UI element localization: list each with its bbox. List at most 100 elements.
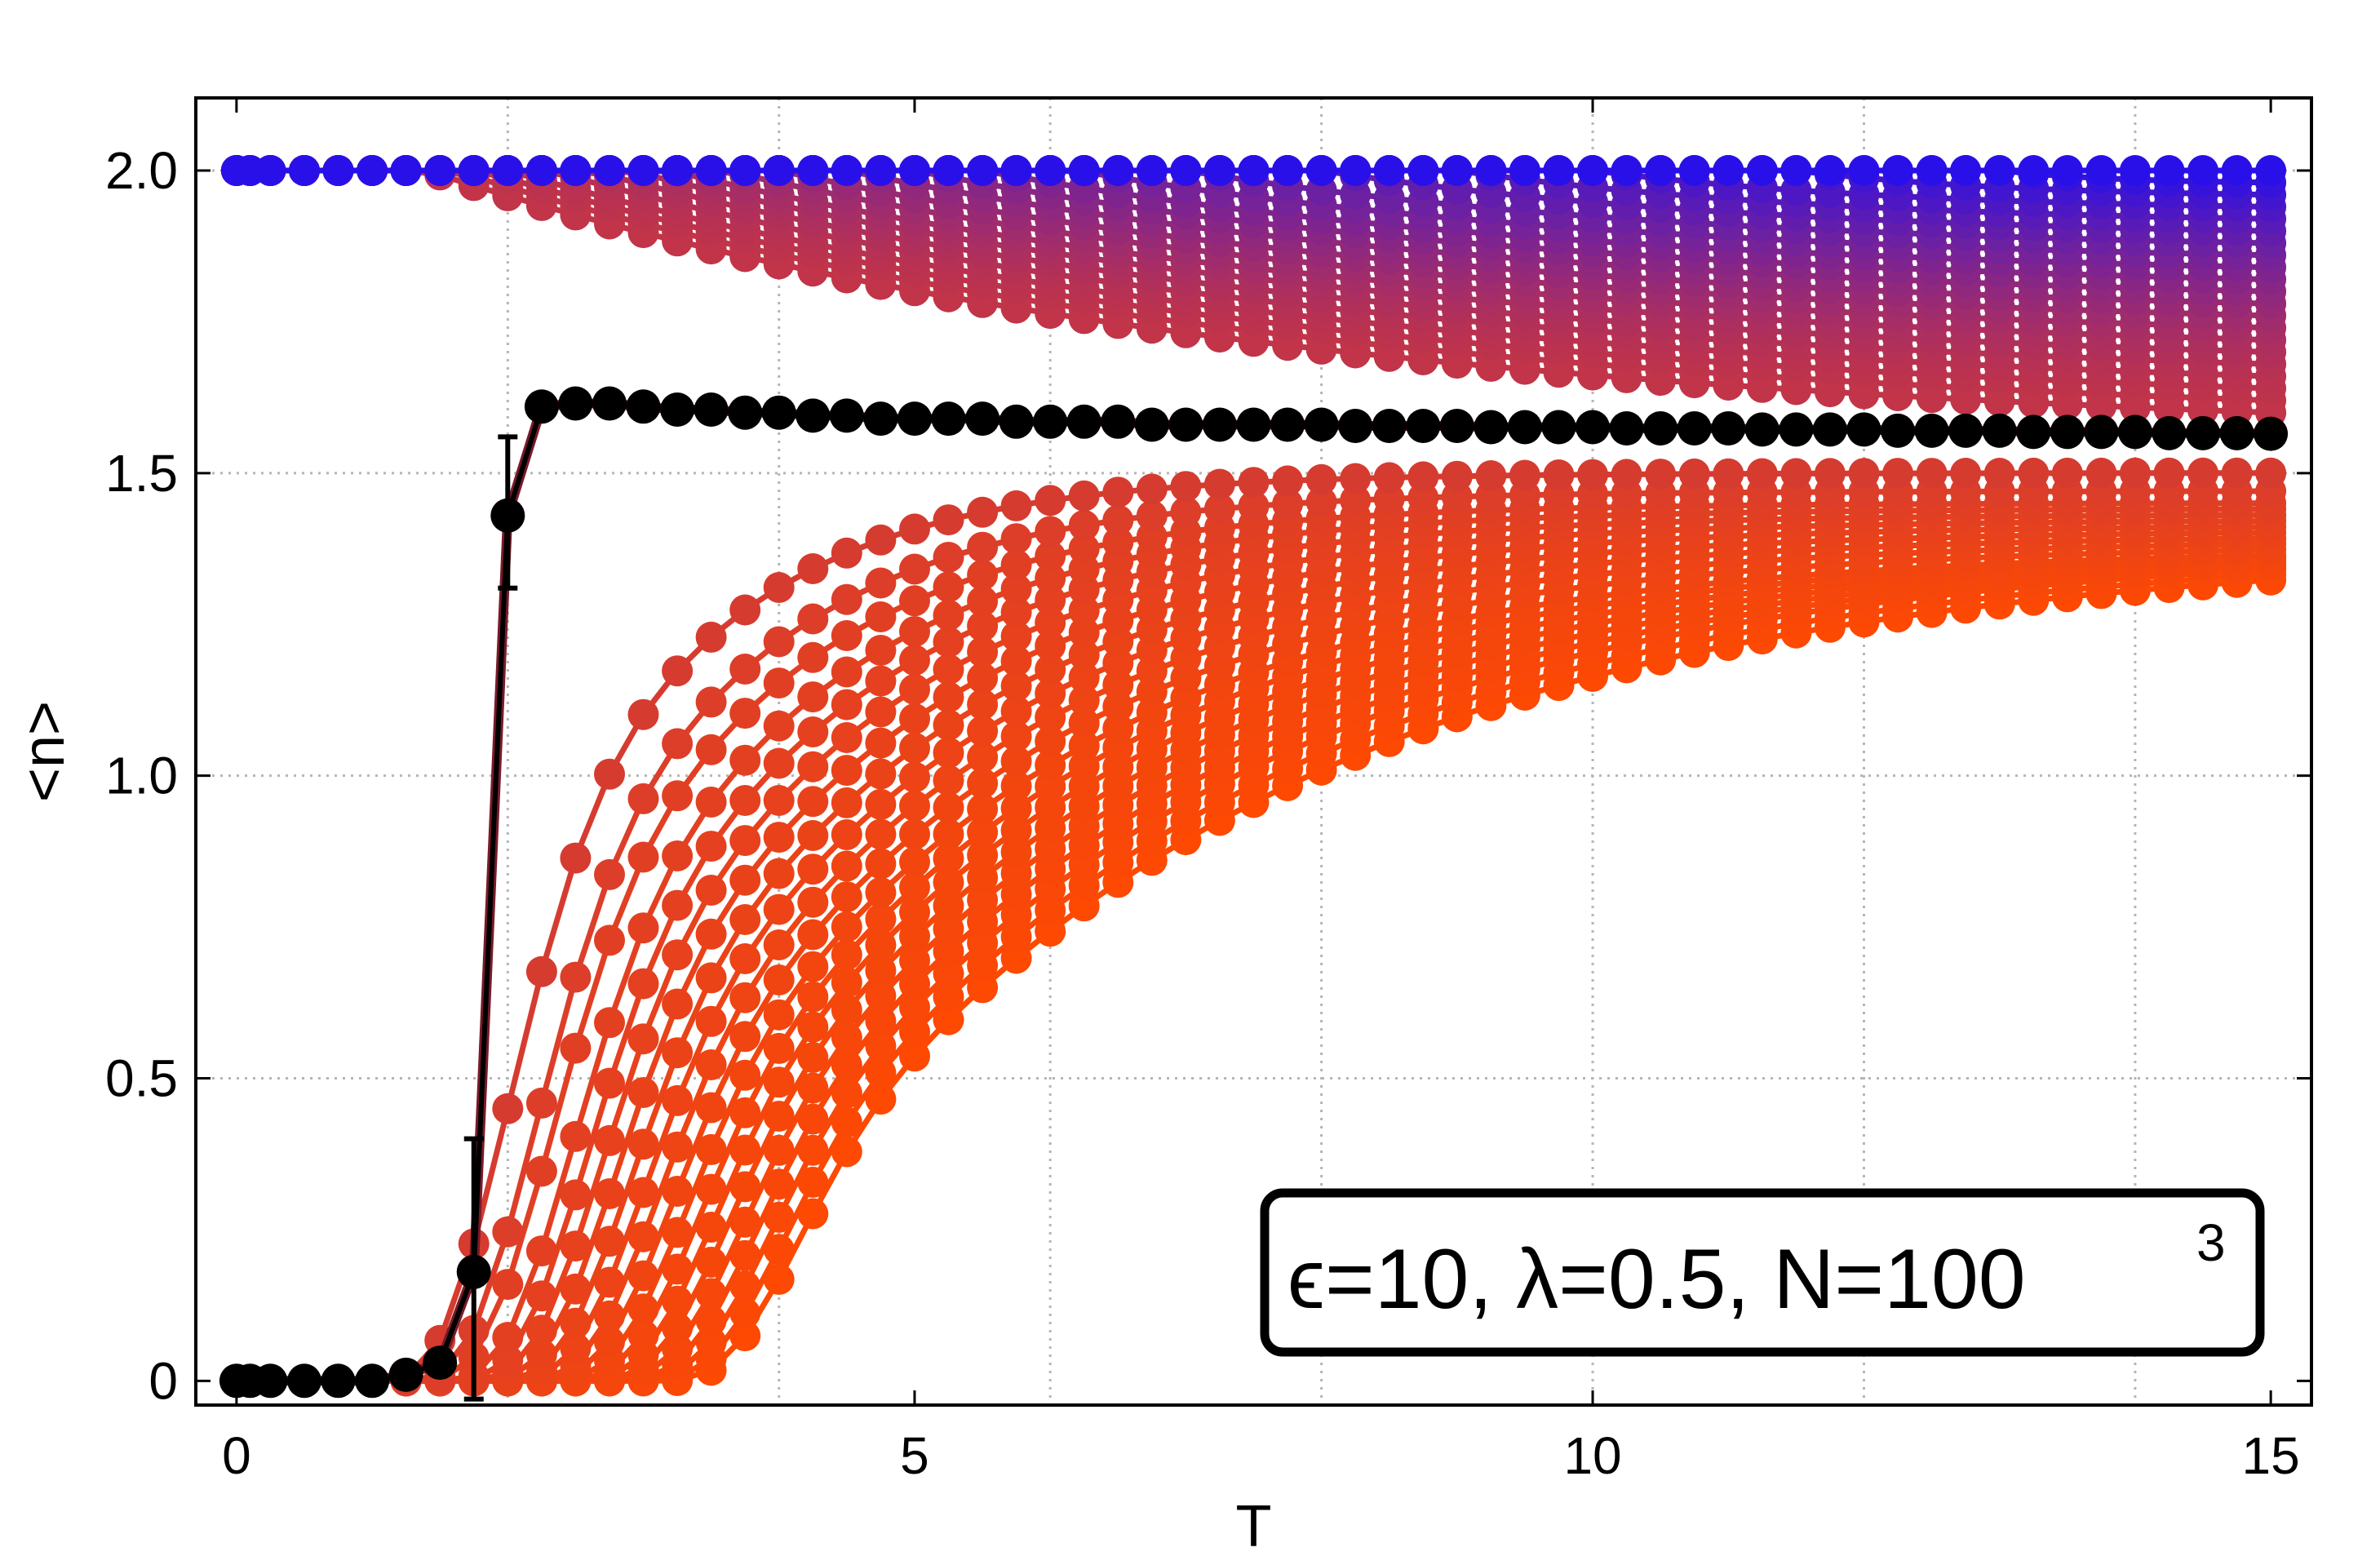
series-black-point: [1576, 410, 1610, 445]
data-point: [695, 962, 727, 994]
series-black-point: [1779, 412, 1814, 447]
data-point: [967, 862, 999, 893]
data-point: [933, 600, 964, 632]
data-point: [967, 906, 999, 938]
data-point: [1000, 720, 1032, 752]
data-point: [1780, 458, 1812, 490]
data-point: [899, 673, 930, 705]
series-black-point: [2254, 416, 2289, 451]
data-point: [594, 924, 625, 956]
data-point: [729, 1270, 761, 1302]
data-point: [865, 1084, 897, 1115]
x-tick-label: 0: [222, 1426, 251, 1485]
data-point: [933, 867, 964, 898]
data-point: [933, 913, 964, 945]
data-point: [797, 886, 829, 918]
data-point: [695, 1212, 727, 1243]
data-point: [1203, 468, 1235, 500]
data-point: [1407, 461, 1439, 493]
data-point: [1000, 836, 1032, 868]
data-point: [831, 994, 862, 1026]
data-point: [865, 955, 897, 986]
data-point: [1170, 471, 1202, 503]
series-black-point: [1609, 411, 1644, 446]
data-point: [763, 1168, 795, 1200]
data-point: [865, 665, 897, 697]
data-point: [289, 155, 320, 186]
data-point: [865, 635, 897, 666]
data-point: [831, 722, 862, 753]
data-point: [899, 703, 930, 734]
data-point: [933, 737, 964, 769]
data-point: [2085, 457, 2117, 489]
data-point: [831, 656, 862, 688]
data-point: [797, 820, 829, 851]
data-point: [865, 1057, 897, 1088]
data-point: [933, 765, 964, 796]
legend-text: ϵ=10, λ=0.5, N=100: [1288, 1232, 2026, 1327]
data-point: [865, 876, 897, 908]
data-point: [933, 1004, 964, 1035]
data-point: [763, 626, 795, 658]
data-point: [899, 969, 930, 1000]
data-point: [594, 1007, 625, 1039]
plot-area-frame: [194, 96, 2313, 1407]
data-point: [1238, 467, 1270, 499]
data-point: [763, 155, 795, 186]
data-point: [560, 1120, 592, 1152]
data-point: [797, 155, 829, 186]
series-black-point: [1744, 412, 1779, 447]
data-point: [865, 929, 897, 961]
data-point: [763, 1032, 795, 1064]
series-black-point: [2050, 415, 2085, 450]
data-point: [763, 785, 795, 816]
data-point: [899, 732, 930, 764]
data-point: [627, 698, 659, 730]
data-point: [729, 1097, 761, 1128]
series-black-point: [1372, 409, 1407, 443]
data-point: [662, 1084, 694, 1116]
data-point: [1678, 458, 1710, 490]
x-tick-label: 10: [1563, 1426, 1621, 1485]
data-point: [2085, 155, 2117, 186]
data-point: [1068, 155, 1100, 186]
data-point: [662, 1176, 694, 1207]
series-black-point: [999, 404, 1034, 439]
data-point: [594, 1124, 625, 1156]
data-point: [594, 758, 625, 790]
data-point: [1814, 458, 1846, 490]
data-point: [1035, 607, 1066, 639]
data-point: [2221, 155, 2253, 186]
data-point: [729, 982, 761, 1013]
series-black-point: [897, 401, 932, 437]
data-point: [2051, 155, 2083, 186]
series-black-point: [253, 1363, 288, 1399]
data-point: [662, 988, 694, 1020]
data-point: [560, 1273, 592, 1305]
data-point: [2221, 457, 2253, 489]
series-black-point: [660, 392, 695, 427]
data-point: [1102, 477, 1134, 508]
data-point: [899, 846, 930, 878]
data-point: [2153, 155, 2185, 186]
series-black-point: [1304, 407, 1339, 442]
data-point: [865, 524, 897, 556]
data-point: [2018, 457, 2050, 489]
data-point: [1000, 670, 1032, 702]
data-point: [695, 621, 727, 653]
data-point: [865, 1031, 897, 1062]
data-point: [899, 585, 930, 617]
series-black-point: [1643, 411, 1678, 446]
data-point: [627, 155, 659, 186]
data-point: [831, 819, 862, 850]
data-point: [1035, 677, 1066, 709]
data-point: [933, 542, 964, 573]
data-point: [662, 1217, 694, 1248]
data-point: [1882, 155, 1913, 186]
data-point: [865, 1005, 897, 1037]
data-point: [695, 1278, 727, 1310]
data-point: [560, 842, 592, 874]
data-point: [1441, 460, 1473, 492]
data-point: [1102, 691, 1134, 723]
data-point: [1238, 155, 1270, 186]
